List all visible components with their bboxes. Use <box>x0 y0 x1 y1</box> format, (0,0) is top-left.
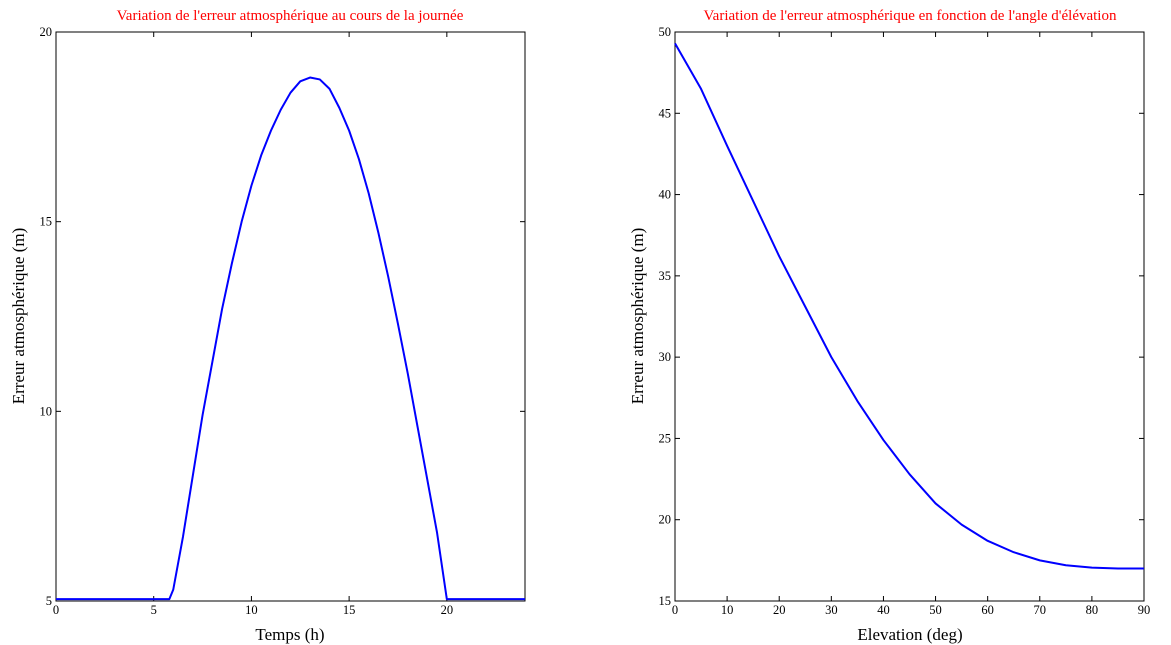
chart1-xtick-label: 5 <box>151 603 157 617</box>
chart2-xtick-label: 60 <box>981 603 994 617</box>
chart2-ytick-label: 25 <box>659 431 672 445</box>
chart2-ytick-label: 40 <box>659 188 672 202</box>
chart1-plot-area <box>55 31 526 602</box>
chart2-ytick-label: 30 <box>659 350 672 364</box>
chart2-xtick-label: 0 <box>672 603 678 617</box>
chart2-ytick-label: 50 <box>659 25 672 39</box>
chart2-xtick-label: 20 <box>773 603 786 617</box>
chart2-xtick-label: 90 <box>1138 603 1151 617</box>
chart2-title: Variation de l'erreur atmosphérique en f… <box>704 8 1117 24</box>
chart1-series-line <box>56 76 525 601</box>
chart-time-of-day: Variation de l'erreur atmosphérique au c… <box>9 8 526 644</box>
chart1-ytick-label: 5 <box>46 594 52 608</box>
chart2-ylabel: Erreur atmosphérique (m) <box>628 228 647 405</box>
chart2-xtick-label: 70 <box>1034 603 1047 617</box>
chart2-xtick-label: 40 <box>877 603 890 617</box>
chart1-ytick-label: 20 <box>40 25 53 39</box>
chart2-ytick-label: 20 <box>659 513 672 527</box>
chart2-xtick-label: 80 <box>1086 603 1099 617</box>
chart2-xtick-label: 50 <box>929 603 942 617</box>
chart1-xlabel: Temps (h) <box>255 625 324 644</box>
chart1-xtick-label: 10 <box>245 603 258 617</box>
chart2-series-line <box>674 42 1144 570</box>
chart2-xlabel: Elevation (deg) <box>857 625 962 644</box>
chart2-ytick-label: 45 <box>659 106 672 120</box>
chart1-ytick-label: 15 <box>40 215 53 229</box>
chart1-ytick-label: 10 <box>40 404 53 418</box>
chart2-ytick-label: 15 <box>659 594 672 608</box>
chart2-xtick-label: 30 <box>825 603 838 617</box>
chart2-ytick-label: 35 <box>659 269 672 283</box>
chart1-xtick-label: 15 <box>343 603 356 617</box>
chart2-plot-area <box>674 31 1145 602</box>
chart-elevation: Variation de l'erreur atmosphérique en f… <box>628 8 1150 644</box>
chart2-xtick-label: 10 <box>721 603 734 617</box>
chart1-xtick-label: 20 <box>441 603 454 617</box>
chart1-ylabel: Erreur atmosphérique (m) <box>9 228 28 405</box>
chart1-xtick-label: 0 <box>53 603 59 617</box>
chart2-ticks: 0 10 20 30 40 50 60 70 80 90 15 20 25 30 35 40 45 50 <box>659 25 1151 617</box>
chart1-title: Variation de l'erreur atmosphérique au c… <box>117 8 464 24</box>
